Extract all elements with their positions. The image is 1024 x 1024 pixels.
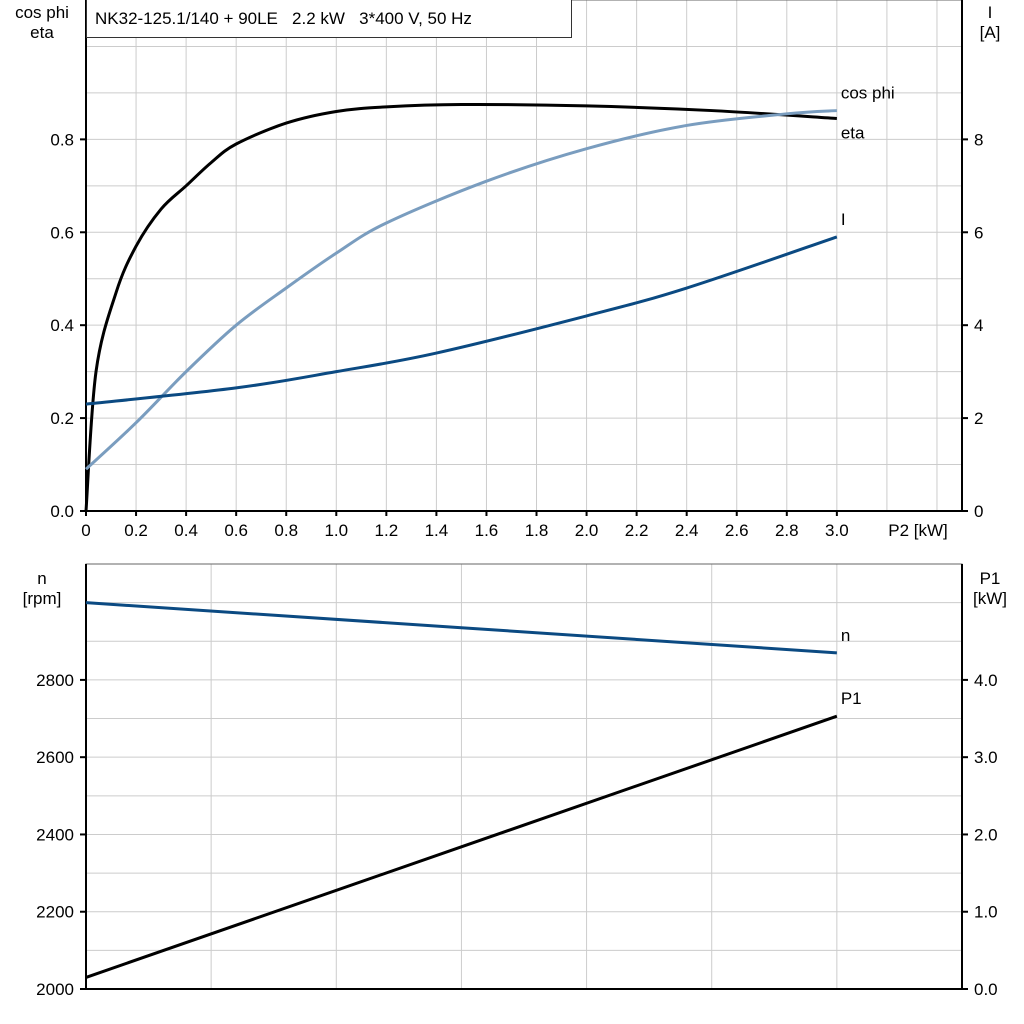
y-axis-label-left: n xyxy=(37,569,46,588)
x-tick-label: 0 xyxy=(81,521,90,540)
y-axis-label-right: P1 xyxy=(980,569,1001,588)
series-label-I: I xyxy=(841,210,846,229)
y-tick-label-right: 2.0 xyxy=(974,825,998,844)
y-tick-label-right: 6 xyxy=(974,223,983,242)
y-tick-label-left: 2600 xyxy=(36,748,74,767)
series-line-P1 xyxy=(85,714,838,979)
y-tick-label-left: 2400 xyxy=(36,825,74,844)
series-line-cos-phi xyxy=(84,109,837,471)
series-label-P1: P1 xyxy=(841,689,862,708)
series-line-I xyxy=(85,235,838,406)
x-tick-label: 0.4 xyxy=(174,521,198,540)
y-tick-label-left: 0.8 xyxy=(50,130,74,149)
x-tick-label: 2.6 xyxy=(725,521,749,540)
x-tick-label: 2.8 xyxy=(775,521,799,540)
x-tick-label: 2.0 xyxy=(575,521,599,540)
x-tick-label: 1.8 xyxy=(525,521,549,540)
x-tick-label: 0.8 xyxy=(274,521,298,540)
x-tick-label: 0.2 xyxy=(124,521,148,540)
y-tick-label-right: 0 xyxy=(974,502,983,521)
x-axis-label: P2 [kW] xyxy=(888,521,948,540)
x-tick-label: 1.4 xyxy=(425,521,449,540)
y-axis-label-left: [rpm] xyxy=(23,589,62,608)
x-tick-label: 0.6 xyxy=(224,521,248,540)
y-tick-label-left: 2200 xyxy=(36,903,74,922)
y-axis-label-right: [kW] xyxy=(973,589,1007,608)
y-tick-label-left: 0.0 xyxy=(50,502,74,521)
y-tick-label-right: 2 xyxy=(974,409,983,428)
y-tick-label-right: 4.0 xyxy=(974,671,998,690)
y-tick-label-right: 8 xyxy=(974,130,983,149)
plot-frame xyxy=(85,563,963,990)
y-tick-label-left: 2000 xyxy=(36,980,74,999)
y-axis-label-right: [A] xyxy=(980,23,1001,42)
y-tick-label-right: 1.0 xyxy=(974,903,998,922)
y-tick-label-left: 0.2 xyxy=(50,409,74,428)
series-line-n xyxy=(85,601,837,655)
x-tick-label: 1.0 xyxy=(324,521,348,540)
y-tick-label-right: 3.0 xyxy=(974,748,998,767)
y-tick-label-left: 0.4 xyxy=(50,316,74,335)
y-axis-label-right: I xyxy=(988,3,993,22)
x-tick-label: 3.0 xyxy=(825,521,849,540)
series-label-eta: eta xyxy=(841,123,865,142)
x-tick-label: 1.6 xyxy=(475,521,499,540)
y-tick-label-right: 0.0 xyxy=(974,980,998,999)
chart-title: NK32-125.1/140 + 90LE 2.2 kW 3*400 V, 50… xyxy=(86,0,572,38)
x-tick-label: 2.4 xyxy=(675,521,699,540)
x-tick-label: 1.2 xyxy=(375,521,399,540)
y-axis-label-left: eta xyxy=(30,23,54,42)
series-label-cos-phi: cos phi xyxy=(841,84,895,103)
plot-frame xyxy=(85,0,963,512)
y-axis-label-left: cos phi xyxy=(15,3,69,22)
y-tick-label-left: 2800 xyxy=(36,671,74,690)
y-tick-label-right: 4 xyxy=(974,316,983,335)
x-tick-label: 2.2 xyxy=(625,521,649,540)
y-tick-label-left: 0.6 xyxy=(50,223,74,242)
series-label-n: n xyxy=(841,626,850,645)
series-line-eta xyxy=(84,102,837,512)
